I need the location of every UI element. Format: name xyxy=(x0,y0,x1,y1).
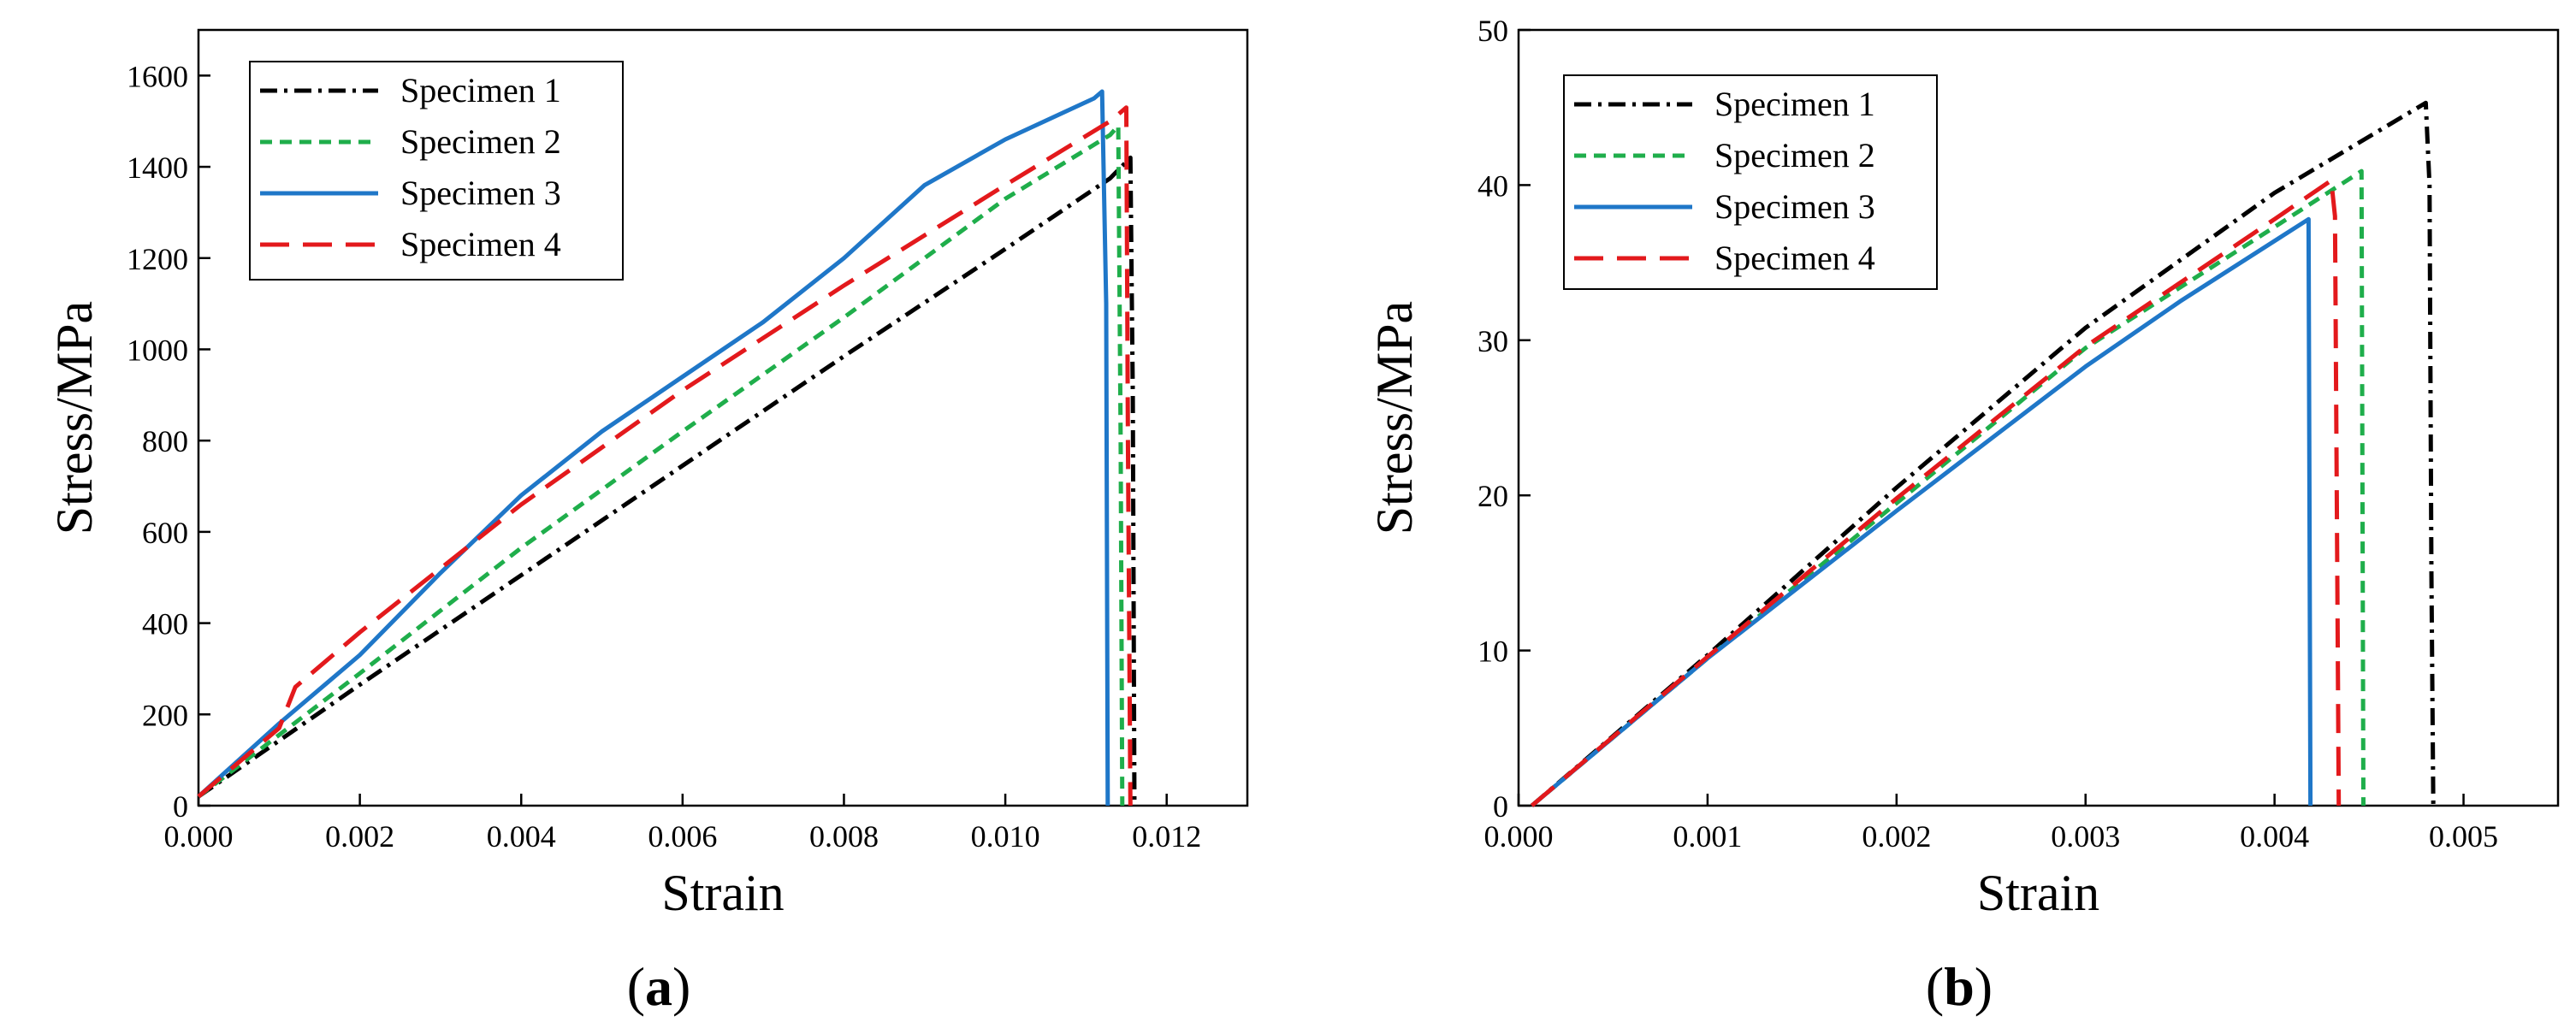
y-tick-label: 0 xyxy=(173,789,188,824)
legend-label: Specimen 3 xyxy=(1714,187,1875,226)
chart-panel-b: 0.000 0.001 0.002 0.003 0.004 0.005 0 10 20 30 40 5… xyxy=(1366,14,2560,921)
legend-label: Specimen 2 xyxy=(1714,136,1875,174)
x-tick-label: 0.003 xyxy=(2051,819,2120,854)
x-tick-label: 0.008 xyxy=(809,819,879,854)
y-tick-label: 50 xyxy=(1477,14,1508,48)
series-line-specimen-4 xyxy=(1530,178,2342,807)
x-tick-label: 0.001 xyxy=(1673,819,1742,854)
y-tick-label: 20 xyxy=(1477,479,1508,513)
x-tick-label: 0.012 xyxy=(1132,819,1201,854)
y-tick-label: 40 xyxy=(1477,168,1508,203)
x-tick-label: 0.004 xyxy=(487,819,556,854)
x-tick-label: 0.000 xyxy=(164,819,234,854)
y-tick-label: 1400 xyxy=(127,151,188,185)
y-tick-label: 1600 xyxy=(127,59,188,93)
x-tick-label: 0.004 xyxy=(2240,819,2309,854)
x-axis-title: Strain xyxy=(661,865,784,921)
series-line-specimen-3 xyxy=(197,89,1110,807)
x-tick-label: 0.010 xyxy=(971,819,1040,854)
y-tick-label: 1000 xyxy=(127,333,188,367)
series-line-specimen-4 xyxy=(197,105,1133,807)
legend-label: Specimen 1 xyxy=(400,71,561,109)
y-tick-label: 1200 xyxy=(127,242,188,276)
y-tick-label: 800 xyxy=(142,424,188,458)
panel-label-a: (a) xyxy=(627,956,691,1017)
x-tick-label: 0.000 xyxy=(1484,819,1554,854)
panel-label-b: (b) xyxy=(1926,956,1993,1017)
y-tick-label: 30 xyxy=(1477,324,1508,358)
legend-label: Specimen 3 xyxy=(400,174,561,212)
y-axis-title: Stress/MPa xyxy=(1366,301,1423,535)
x-tick-label: 0.005 xyxy=(2429,819,2498,854)
series-line-specimen-2 xyxy=(197,123,1125,807)
plot-frame xyxy=(1517,28,2560,807)
y-tick-label: 200 xyxy=(142,698,188,732)
chart-panel-a: 0.000 0.002 0.004 0.006 0.008 0.010 0.012 0 200 4… xyxy=(46,28,1249,921)
legend-label: Specimen 2 xyxy=(400,122,561,161)
y-tick-label: 400 xyxy=(142,607,188,641)
series-line-specimen-2 xyxy=(1530,168,2366,807)
y-axis-title: Stress/MPa xyxy=(46,301,103,535)
series-line-specimen-3 xyxy=(1530,216,2313,807)
y-tick-label: 10 xyxy=(1477,635,1508,669)
legend-label: Specimen 4 xyxy=(1714,239,1875,277)
x-tick-label: 0.002 xyxy=(1862,819,1931,854)
series-line-specimen-1 xyxy=(1530,100,2436,807)
legend-label: Specimen 4 xyxy=(400,225,561,263)
x-axis-title: Strain xyxy=(1977,865,2099,921)
x-tick-label: 0.002 xyxy=(325,819,394,854)
y-tick-label: 0 xyxy=(1493,789,1508,824)
legend-box xyxy=(1563,74,1938,290)
y-tick-label: 600 xyxy=(142,516,188,550)
x-tick-label: 0.006 xyxy=(648,819,717,854)
plot-frame xyxy=(197,28,1249,807)
legend-label: Specimen 1 xyxy=(1714,85,1875,123)
